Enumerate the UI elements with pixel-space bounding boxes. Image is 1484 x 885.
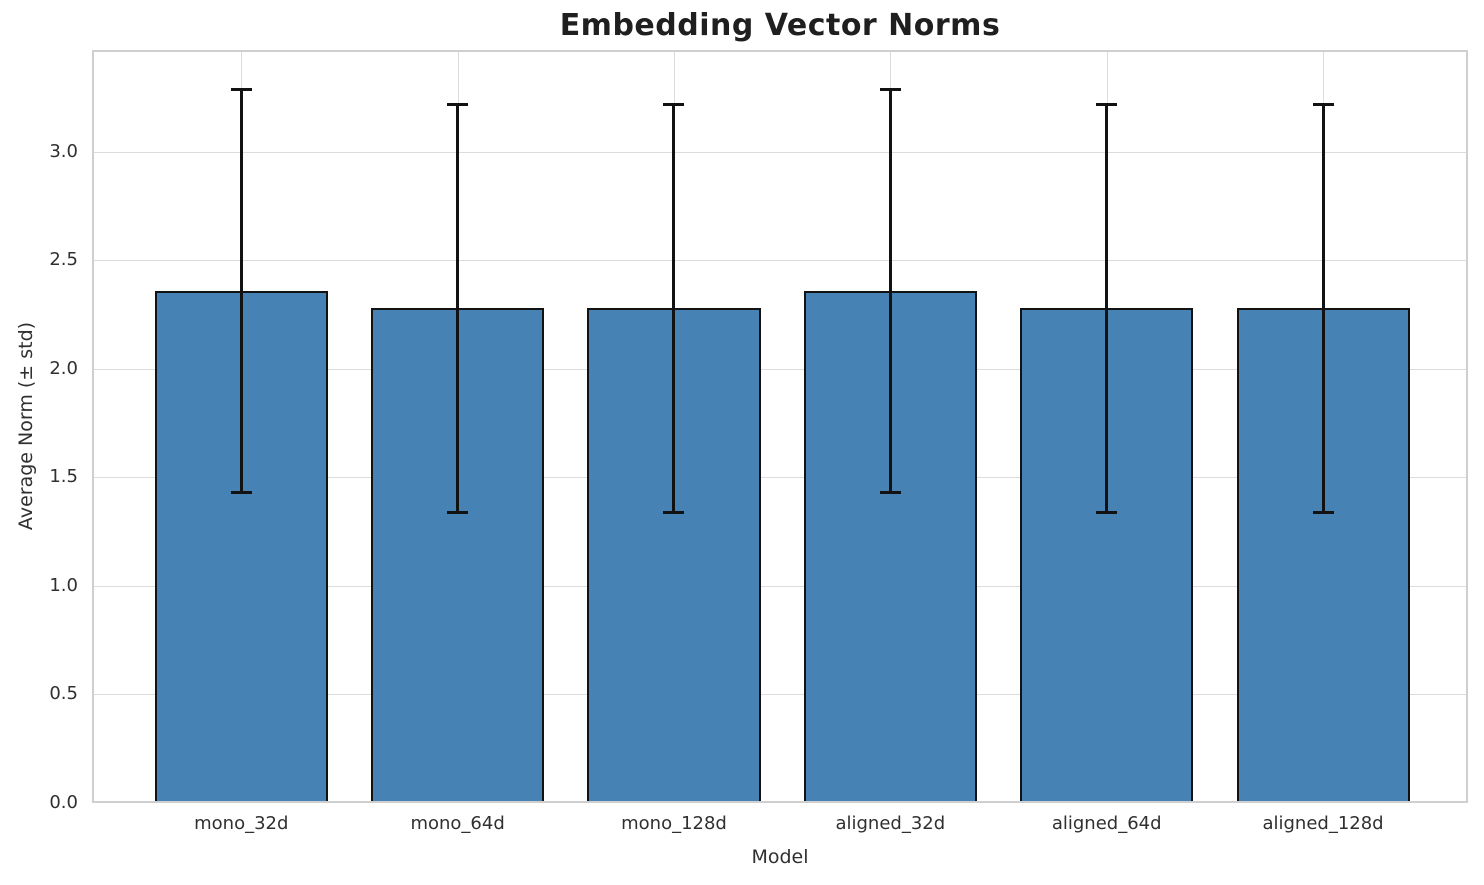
error-bar-aligned_64d — [1105, 104, 1109, 513]
error-cap — [879, 491, 901, 495]
y-tick-label: 1.5 — [49, 466, 78, 488]
error-cap — [447, 510, 469, 514]
chart-title: Embedding Vector Norms — [559, 8, 1001, 43]
error-cap — [1096, 510, 1118, 514]
gridline-horizontal — [92, 694, 1468, 696]
gridline-horizontal — [92, 477, 1468, 479]
x-tick-label: aligned_32d — [835, 813, 946, 834]
error-cap — [879, 87, 901, 91]
x-tick-label: mono_32d — [194, 813, 289, 834]
y-tick-label: 1.0 — [49, 574, 78, 596]
error-cap — [663, 510, 685, 514]
plot-area — [92, 50, 1468, 803]
x-tick-label: aligned_128d — [1262, 813, 1384, 834]
error-cap — [230, 87, 252, 91]
error-cap — [230, 491, 252, 495]
y-axis-label: Average Norm (± std) — [15, 321, 37, 531]
error-bar-mono_32d — [239, 89, 243, 493]
gridline-horizontal — [92, 585, 1468, 587]
y-tick-label: 3.0 — [49, 140, 78, 162]
x-tick-label: mono_64d — [410, 813, 505, 834]
gridline-horizontal — [92, 151, 1468, 153]
x-tick-label: mono_128d — [621, 813, 727, 834]
error-bar-aligned_128d — [1321, 104, 1325, 513]
error-bar-mono_64d — [456, 104, 460, 513]
error-cap — [447, 102, 469, 106]
gridline-horizontal — [92, 368, 1468, 370]
y-tick-label: 2.0 — [49, 357, 78, 379]
y-tick-label: 0.0 — [49, 792, 78, 813]
error-cap — [1096, 102, 1118, 106]
error-bar-aligned_32d — [888, 89, 892, 493]
x-tick-label: aligned_64d — [1051, 813, 1162, 834]
error-cap — [1312, 102, 1334, 106]
error-cap — [1312, 510, 1334, 514]
x-axis-label: Model — [751, 846, 809, 868]
error-cap — [663, 102, 685, 106]
y-tick-label: 0.5 — [49, 683, 78, 705]
error-bar-mono_128d — [672, 104, 676, 513]
y-tick-label: 2.5 — [49, 249, 78, 271]
gridline-horizontal — [92, 260, 1468, 262]
